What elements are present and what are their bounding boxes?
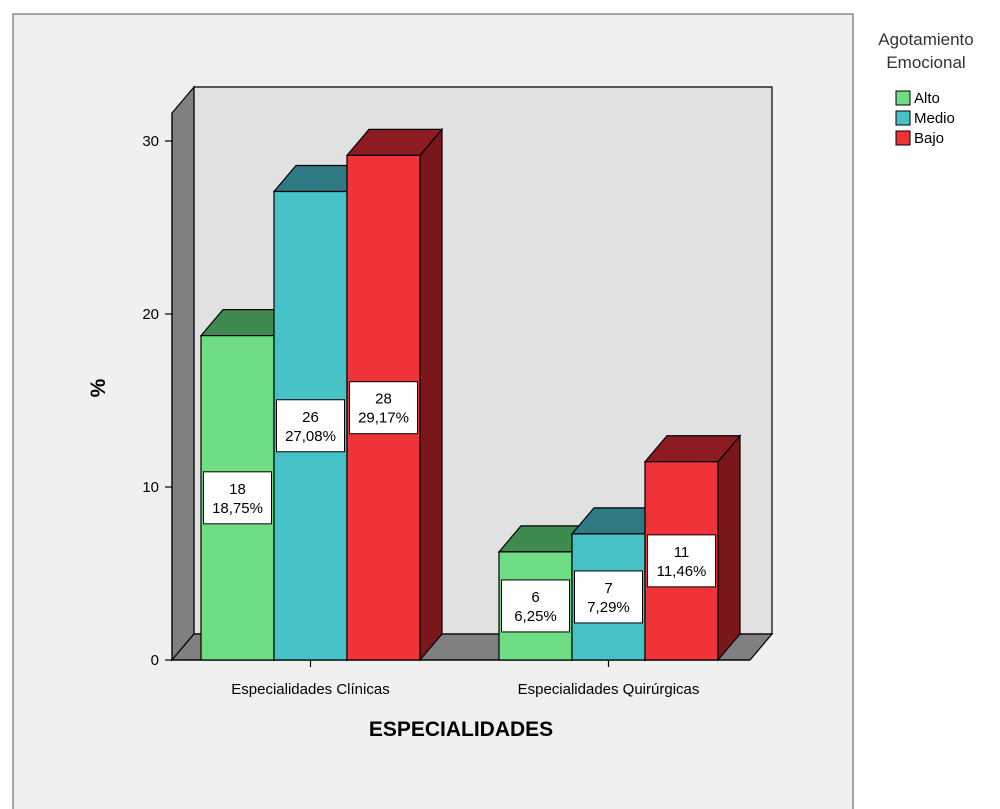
legend-item-alto: Alto xyxy=(895,90,940,107)
data-label-percent: 7,29% xyxy=(587,599,630,616)
data-label: 26 27,08% xyxy=(276,399,345,453)
y-tick-label: 20 xyxy=(142,306,159,323)
data-label-box xyxy=(276,399,345,453)
legend-title-line1: Agotamiento xyxy=(878,30,973,49)
y-ticks: 0 10 20 30 xyxy=(142,133,172,669)
data-label-percent: 18,75% xyxy=(212,500,263,517)
data-label-box xyxy=(203,471,272,525)
legend-swatch xyxy=(895,130,911,146)
legend-swatch xyxy=(895,110,911,126)
data-label-box xyxy=(574,570,643,624)
y-axis-title: % xyxy=(87,378,110,397)
data-label: 11 11,46% xyxy=(647,534,716,588)
data-label-count: 18 xyxy=(229,481,246,498)
data-label-percent: 27,08% xyxy=(285,428,336,445)
data-label-count: 26 xyxy=(302,409,319,426)
data-labels: 1818,75%2627,08%2829,17%66,25%77,29%1111… xyxy=(203,381,716,633)
data-label: 6 6,25% xyxy=(501,579,570,633)
data-label-box xyxy=(349,381,418,435)
x-category-label: Especialidades Quirúrgicas xyxy=(518,681,700,698)
data-label-box xyxy=(501,579,570,633)
x-category-label: Especialidades Clínicas xyxy=(231,681,389,698)
data-label-box xyxy=(647,534,716,588)
y-tick-label: 30 xyxy=(142,133,159,150)
bar-side-face xyxy=(419,127,443,662)
data-label-count: 28 xyxy=(375,391,392,408)
data-label: 28 29,17% xyxy=(349,381,418,435)
legend-swatch xyxy=(895,90,911,106)
data-label-count: 11 xyxy=(674,544,690,561)
data-label-percent: 11,46% xyxy=(657,563,707,580)
legend-label: Alto xyxy=(914,90,940,107)
data-label-count: 6 xyxy=(531,589,539,606)
data-label-percent: 29,17% xyxy=(358,410,409,427)
bar-side-face xyxy=(717,434,741,662)
data-label: 7 7,29% xyxy=(574,570,643,624)
left-wall xyxy=(171,85,195,662)
legend-item-medio: Medio xyxy=(895,110,955,127)
x-axis-title: ESPECIALIDADES xyxy=(369,718,553,741)
data-label: 18 18,75% xyxy=(203,471,272,525)
y-tick-label: 10 xyxy=(142,479,159,496)
legend-label: Medio xyxy=(914,110,955,127)
x-ticks: Especialidades Clínicas Especialidades Qu… xyxy=(231,660,699,698)
legend-item-bajo: Bajo xyxy=(895,130,944,147)
legend-label: Bajo xyxy=(914,130,944,147)
data-label-count: 7 xyxy=(604,580,612,597)
legend-title-line2: Emocional xyxy=(886,53,965,72)
data-label-percent: 6,25% xyxy=(514,608,557,625)
legend: Agotamiento Emocional Alto Medio Bajo xyxy=(878,30,973,147)
y-tick-label: 0 xyxy=(151,652,159,669)
